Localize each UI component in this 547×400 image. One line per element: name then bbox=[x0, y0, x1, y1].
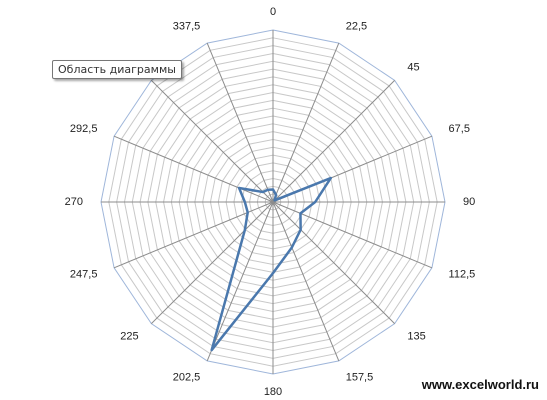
category-label: 180 bbox=[264, 386, 282, 398]
spoke bbox=[113, 201, 274, 269]
spoke bbox=[206, 42, 274, 203]
category-label: 22,5 bbox=[346, 20, 367, 32]
category-label: 157,5 bbox=[346, 371, 374, 383]
category-label: 45 bbox=[407, 62, 419, 74]
category-label: 225 bbox=[120, 330, 138, 342]
category-label: 67,5 bbox=[449, 123, 470, 135]
spoke bbox=[206, 201, 274, 362]
spoke bbox=[151, 80, 274, 203]
category-label: 270 bbox=[65, 196, 83, 208]
category-label: 337,5 bbox=[173, 20, 201, 32]
spoke bbox=[113, 135, 274, 203]
category-label: 0 bbox=[270, 6, 276, 18]
category-label: 247,5 bbox=[70, 269, 98, 281]
category-label: 292,5 bbox=[70, 123, 98, 135]
category-label: 90 bbox=[463, 196, 475, 208]
category-label: 112,5 bbox=[449, 269, 476, 281]
category-label: 202,5 bbox=[173, 371, 201, 383]
category-label: 135 bbox=[407, 330, 425, 342]
series-line bbox=[210, 176, 333, 352]
spoke bbox=[151, 201, 274, 324]
spoke bbox=[272, 201, 395, 324]
watermark: www.excelworld.ru bbox=[421, 377, 539, 392]
spoke bbox=[272, 80, 395, 203]
spoke bbox=[272, 42, 340, 203]
spoke bbox=[272, 201, 340, 362]
tooltip: Область диаграммы bbox=[52, 60, 182, 79]
